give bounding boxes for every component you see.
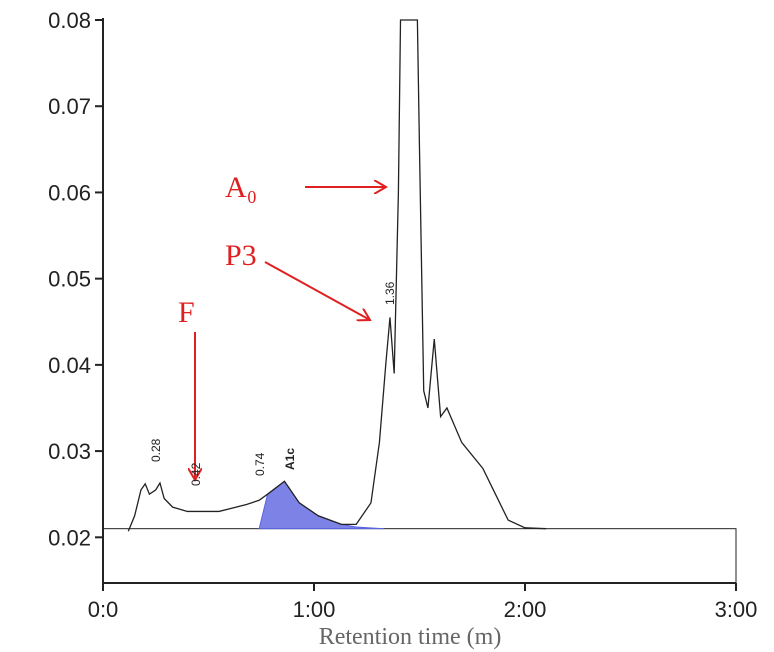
annotation: P3 — [225, 239, 257, 272]
baseline-box — [102, 528, 737, 584]
peak-label: 0.28 — [149, 438, 163, 462]
peak-label: 0.74 — [253, 452, 267, 476]
y-tick-label: 0.05 — [48, 267, 91, 292]
x-tick-label: 1:00 — [293, 597, 336, 622]
y-tick-label: 0.03 — [48, 439, 91, 464]
y-tick-label: 0.06 — [48, 180, 91, 205]
annotation: F — [178, 296, 195, 329]
x-tick-label: 2:00 — [504, 597, 547, 622]
x-tick-label: 0:0 — [88, 597, 119, 622]
y-tick-label: 0.08 — [48, 8, 91, 33]
y-tick-label: 0.04 — [48, 353, 91, 378]
x-axis-label: Retention time (m) — [319, 624, 502, 650]
series-label: A1c — [283, 448, 297, 470]
annotation: A₀ — [225, 171, 257, 204]
peak-label: 1.36 — [383, 281, 397, 305]
peak-label: 0.42 — [189, 462, 203, 486]
y-tick-label: 0.07 — [48, 94, 91, 119]
x-tick-label: 3:00 — [715, 597, 758, 622]
a1c-area — [258, 480, 384, 530]
chromatogram-line — [127, 19, 547, 532]
arrow — [264, 261, 370, 320]
y-tick-label: 0.02 — [48, 525, 91, 550]
